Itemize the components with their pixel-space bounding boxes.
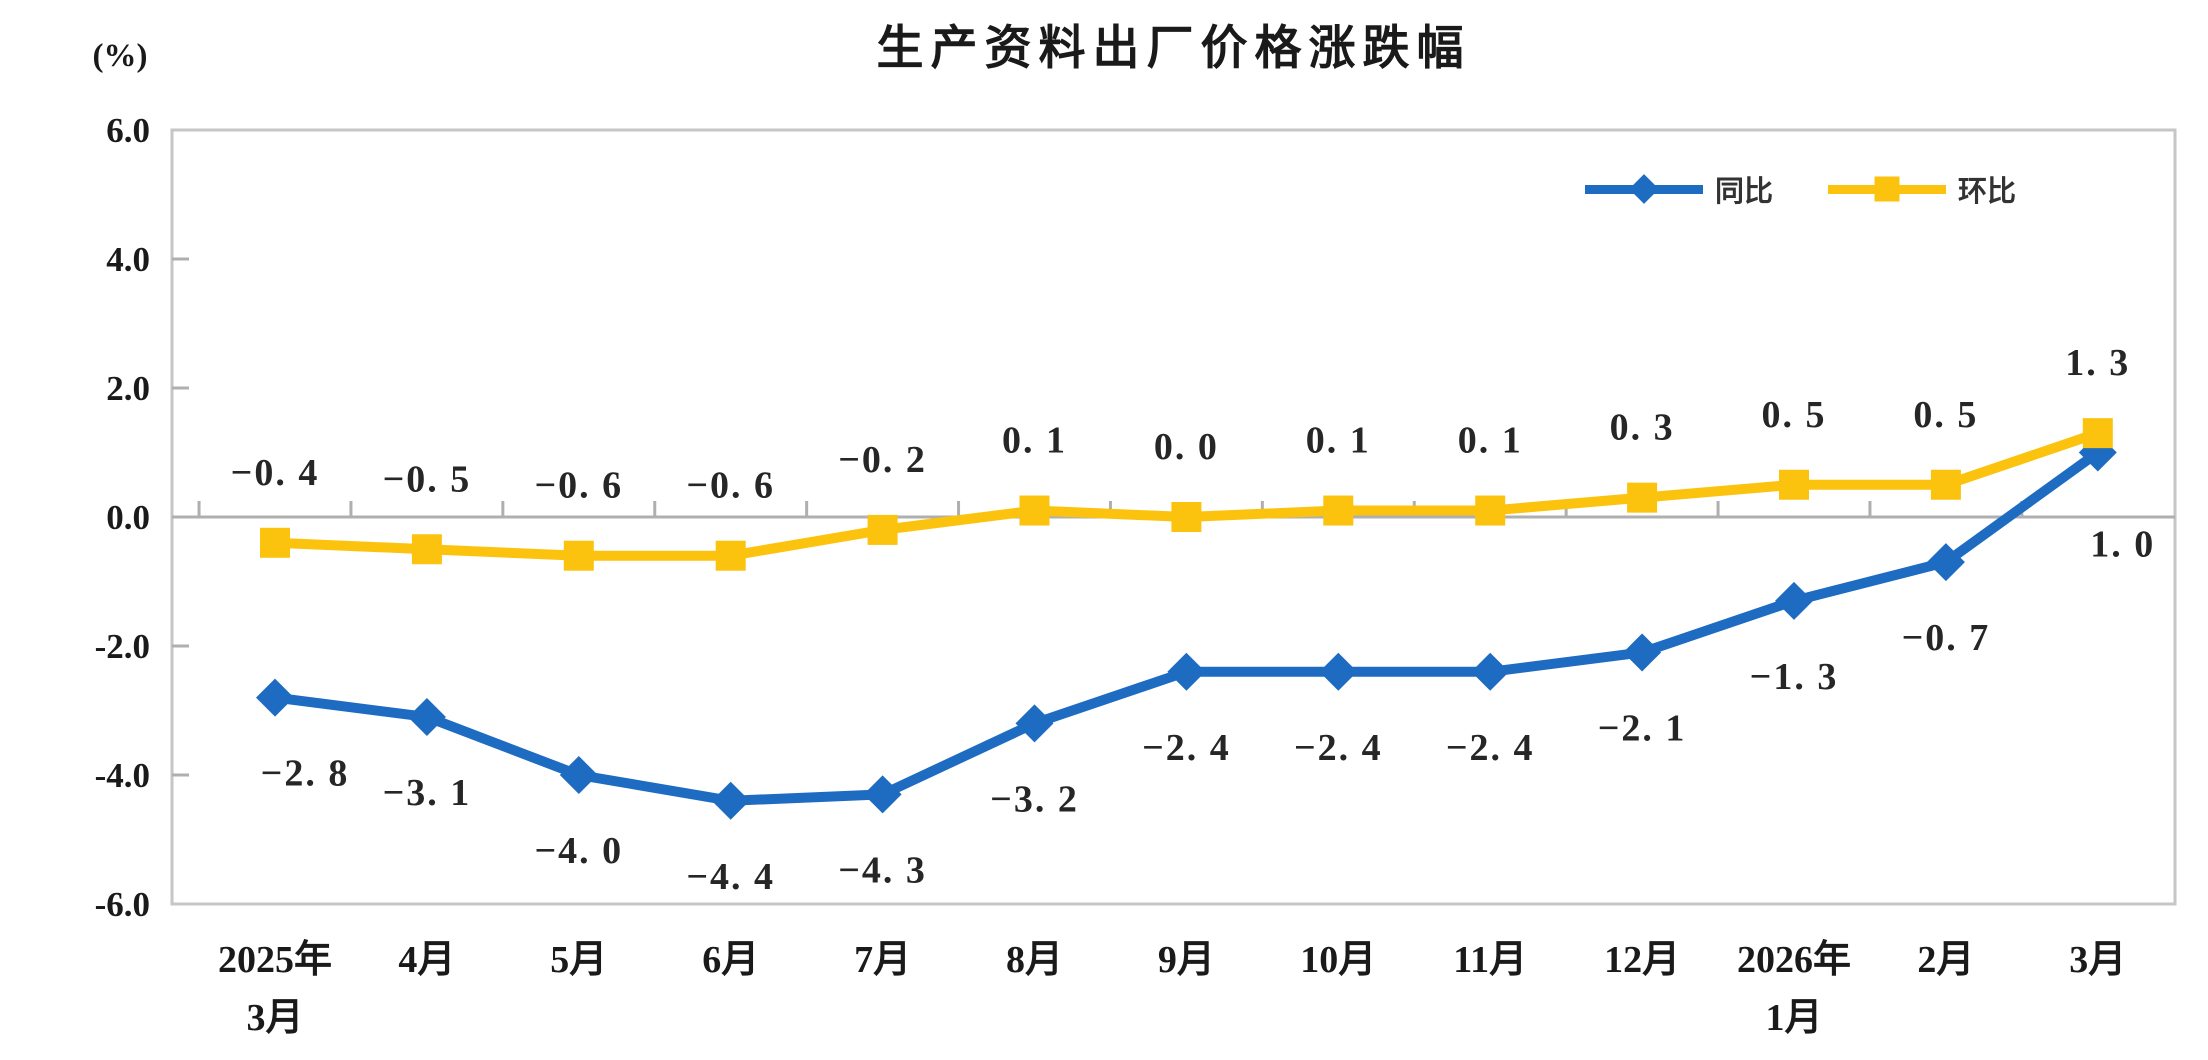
tongbi-value-label: −2. 4 (1294, 727, 1383, 769)
huanbi-value-label: −0. 2 (838, 439, 927, 481)
tongbi-value-label: −4. 0 (534, 830, 623, 872)
huanbi-marker (2082, 418, 2113, 449)
tongbi-marker (1926, 543, 1965, 582)
x-tick-label: 7月 (854, 939, 911, 981)
x-tick-label: 3月 (246, 997, 303, 1039)
tongbi-value-label: −2. 1 (1598, 707, 1687, 749)
x-tick-label: 11月 (1453, 939, 1527, 981)
y-tick-label: 2.0 (106, 369, 150, 408)
y-tick-label: -4.0 (95, 756, 150, 795)
huanbi-value-label: 0. 1 (1458, 420, 1523, 462)
y-tick-label: -6.0 (95, 885, 150, 924)
tongbi-marker (1775, 581, 1813, 620)
x-tick-label: 10月 (1300, 939, 1376, 981)
huanbi-marker (867, 514, 898, 545)
huanbi-line-square-icon (1828, 176, 1947, 202)
huanbi-marker (715, 540, 746, 571)
x-tick-label: 2月 (1917, 939, 1974, 981)
tongbi-value-label: −2. 4 (1142, 727, 1231, 769)
huanbi-marker (563, 540, 594, 571)
tongbi-marker (1471, 652, 1510, 691)
tongbi-marker (1015, 704, 1054, 743)
tongbi-value-label: −2. 8 (261, 753, 350, 795)
diamond-marker-icon (1629, 174, 1659, 204)
x-tick-label: 4月 (398, 939, 455, 981)
y-tick-label: 4.0 (106, 240, 150, 279)
huanbi-marker (1779, 469, 1809, 500)
y-tick-label: 6.0 (106, 111, 150, 150)
tongbi-marker (407, 697, 446, 736)
tongbi-value-label: −2. 4 (1446, 727, 1535, 769)
huanbi-marker (1019, 495, 1050, 526)
legend-item-tongbi: 同比 (1585, 168, 1773, 210)
legend-item-huanbi: 环比 (1828, 168, 2016, 210)
x-tick-label: 2025年 (218, 939, 332, 981)
legend-label-tongbi: 同比 (1715, 174, 1774, 208)
tongbi-marker (559, 756, 598, 794)
y-axis-unit-label: (%) (92, 38, 148, 74)
huanbi-marker (1171, 502, 1202, 532)
tongbi-marker (711, 781, 750, 820)
huanbi-marker (1930, 469, 1961, 500)
huanbi-marker (411, 534, 442, 565)
huanbi-value-label: −0. 6 (534, 465, 623, 507)
tongbi-value-label: −0. 7 (1902, 617, 1991, 659)
huanbi-value-label: 0. 1 (1002, 420, 1067, 462)
x-tick-label: 3月 (2069, 939, 2126, 981)
huanbi-marker (1475, 495, 1506, 526)
legend-label-huanbi: 环比 (1958, 174, 2017, 208)
legend: 同比 环比 (1585, 168, 2016, 210)
huanbi-value-label: 0. 1 (1306, 420, 1371, 462)
tongbi-marker (1319, 652, 1358, 691)
tongbi-marker (863, 775, 902, 814)
huanbi-value-label: −0. 6 (686, 465, 775, 507)
huanbi-marker (1323, 495, 1354, 526)
huanbi-value-label: 0. 3 (1610, 407, 1675, 449)
tongbi-marker (256, 678, 294, 717)
tongbi-marker (1623, 633, 1662, 672)
x-tick-label: 2026年 (1737, 939, 1851, 981)
tongbi-value-label: −1. 3 (1750, 656, 1839, 698)
x-tick-label: 6月 (702, 939, 759, 981)
tongbi-value-label: −4. 4 (686, 856, 775, 898)
huanbi-marker (260, 527, 290, 558)
y-tick-label: 0.0 (106, 498, 150, 537)
tongbi-value-label: 1. 0 (2090, 524, 2155, 566)
huanbi-value-label: 0. 0 (1154, 426, 1219, 468)
tongbi-value-label: −3. 2 (990, 778, 1079, 820)
tongbi-marker (1167, 652, 1206, 691)
x-tick-label: 12月 (1604, 939, 1680, 981)
tongbi-value-label: −4. 3 (838, 849, 927, 891)
chart-title: 生产资料出厂价格涨跌幅 (876, 21, 1471, 76)
x-tick-label: 1月 (1765, 997, 1822, 1039)
huanbi-value-label: −0. 4 (231, 452, 320, 494)
huanbi-value-label: 0. 5 (1913, 394, 1978, 436)
x-tick-label: 9月 (1158, 939, 1215, 981)
huanbi-marker (1627, 482, 1658, 513)
x-tick-label: 5月 (550, 939, 607, 981)
x-tick-label: 8月 (1006, 939, 1063, 981)
huanbi-value-label: 1. 3 (2065, 342, 2130, 384)
tongbi-line-diamond-icon (1585, 174, 1703, 204)
y-tick-label: -2.0 (95, 627, 150, 666)
tongbi-value-label: −3. 1 (383, 772, 472, 814)
square-marker-icon (1874, 176, 1900, 202)
huanbi-value-label: 0. 5 (1762, 394, 1827, 436)
huanbi-value-label: −0. 5 (383, 458, 472, 500)
